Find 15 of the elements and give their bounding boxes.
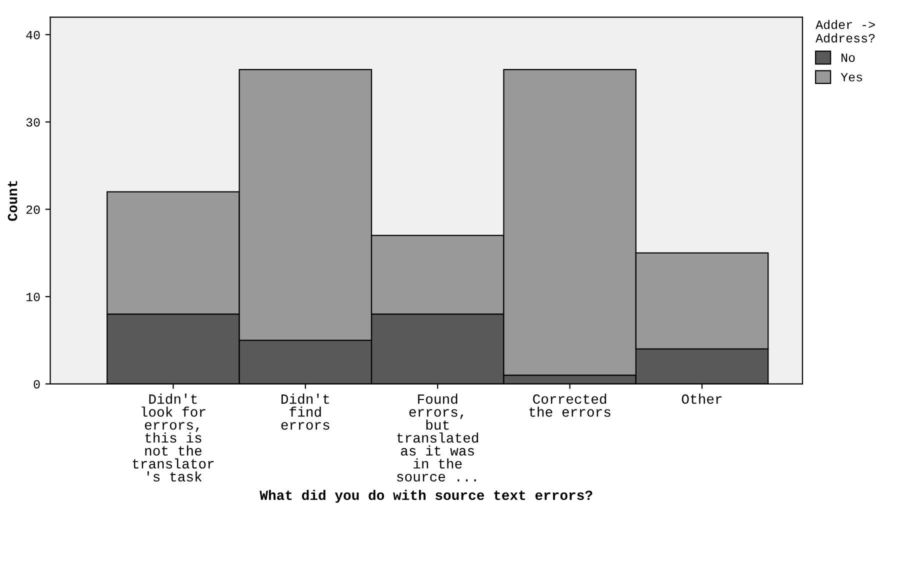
legend-label: Yes — [840, 73, 862, 82]
y-tick-label: 10 — [26, 292, 40, 302]
legend-title: Adder -> Address? — [816, 20, 875, 43]
x-axis-title: What did you do with source text errors? — [260, 490, 592, 503]
x-tick-label: Didn't look for errors, this is not the translator 's task — [132, 394, 214, 482]
y-axis-title: Count — [8, 181, 18, 221]
y-tick-label: 30 — [26, 118, 40, 127]
x-tick-label: Didn't find errors — [281, 394, 330, 430]
y-tick-label: 40 — [26, 30, 40, 40]
x-tick-label: Corrected the errors — [529, 394, 610, 417]
x-tick-label: Other — [682, 394, 722, 404]
y-tick-label: 20 — [26, 205, 40, 214]
x-tick-label: Found errors, but translated as it was in the source ... — [397, 394, 478, 482]
y-tick-label: 0 — [34, 380, 40, 389]
legend-label: No — [842, 54, 855, 62]
